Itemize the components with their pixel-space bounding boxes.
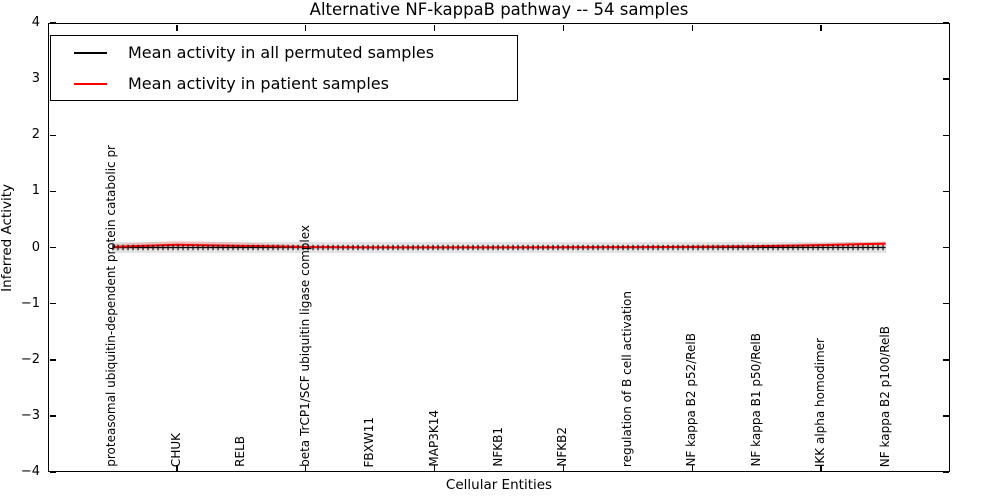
x-category-label: NFKB2 xyxy=(555,427,570,467)
y-tick-mark-left xyxy=(49,359,56,361)
y-tick-mark-right xyxy=(942,415,949,417)
patient-line-swatch xyxy=(74,82,107,85)
chart-title: Alternative NF-kappaB pathway -- 54 samp… xyxy=(309,0,689,19)
x-tick-mark-top xyxy=(433,24,436,31)
legend-entry-permuted: Mean activity in all permuted samples xyxy=(51,41,517,65)
x-category-label: NF kappa B2 p52/RelB xyxy=(684,333,699,467)
x-axis-label: Cellular Entities xyxy=(445,477,553,493)
y-tick-mark-left xyxy=(49,471,56,473)
x-category-label: FBXW11 xyxy=(362,416,377,468)
x-tick-mark-top xyxy=(820,24,822,31)
y-tick-label: 3 xyxy=(31,71,40,87)
x-tick-mark-bottom xyxy=(304,464,307,471)
y-tick-label: 0 xyxy=(31,239,40,255)
legend-label-permuted: Mean activity in all permuted samples xyxy=(128,43,435,62)
x-category-label: RELB xyxy=(233,436,248,467)
y-tick-mark-left xyxy=(49,246,56,249)
y-tick-label: 2 xyxy=(31,127,40,143)
y-tick-mark-right xyxy=(942,22,949,24)
y-tick-label: 4 xyxy=(31,15,40,30)
x-tick-mark-top xyxy=(176,24,178,31)
y-tick-mark-left xyxy=(49,302,56,305)
y-tick-mark-left xyxy=(49,134,56,136)
y-tick-label: −3 xyxy=(20,407,40,423)
y-tick-mark-right xyxy=(942,471,949,473)
y-tick-mark-left xyxy=(49,190,56,193)
x-category-label: NFKB1 xyxy=(491,427,505,467)
y-tick-mark-left xyxy=(49,415,56,417)
permuted-line-swatch xyxy=(74,51,107,54)
x-category-label: NF kappa B2 p100/RelB xyxy=(877,325,892,467)
x-category-label: CHUK xyxy=(168,432,183,467)
y-axis-label: Inferred Activity xyxy=(0,184,15,292)
y-tick-label: −4 xyxy=(20,464,40,479)
chart-canvas xyxy=(112,240,886,253)
y-tick-label: −2 xyxy=(20,351,40,367)
x-tick-mark-bottom xyxy=(176,464,178,471)
y-tick-mark-right xyxy=(942,190,949,193)
y-tick-mark-left xyxy=(49,22,56,24)
x-tick-mark-top xyxy=(691,24,694,31)
x-tick-mark-bottom xyxy=(691,464,694,471)
y-tick-mark-right xyxy=(942,246,949,249)
x-tick-mark-top xyxy=(304,24,307,31)
x-category-label: proteasomal ubiquitin-dependent protein … xyxy=(104,145,119,467)
legend: Mean activity in all permuted samples Me… xyxy=(50,35,518,101)
series-patient-line xyxy=(112,242,886,249)
y-tick-mark-right xyxy=(942,78,949,80)
legend-entry-patient: Mean activity in patient samples xyxy=(51,72,517,96)
x-tick-mark-top xyxy=(562,24,565,31)
x-category-label: beta TrCP1/SCF ubiquitin ligase complex xyxy=(297,225,312,467)
y-tick-mark-right xyxy=(942,134,949,136)
y-tick-mark-right xyxy=(942,359,949,361)
x-category-label: NF kappa B1 p50/RelB xyxy=(748,333,763,467)
x-tick-mark-bottom xyxy=(433,464,436,471)
x-tick-mark-bottom xyxy=(562,464,565,471)
x-tick-mark-bottom xyxy=(820,464,822,471)
x-category-label: IKK alpha homodimer xyxy=(813,337,828,467)
x-category-label: regulation of B cell activation xyxy=(619,290,634,467)
y-tick-label: −1 xyxy=(20,295,40,311)
y-tick-mark-right xyxy=(942,302,949,305)
legend-label-patient: Mean activity in patient samples xyxy=(128,74,389,93)
x-category-label: MAP3K14 xyxy=(426,410,441,467)
y-tick-label: 1 xyxy=(31,183,40,199)
